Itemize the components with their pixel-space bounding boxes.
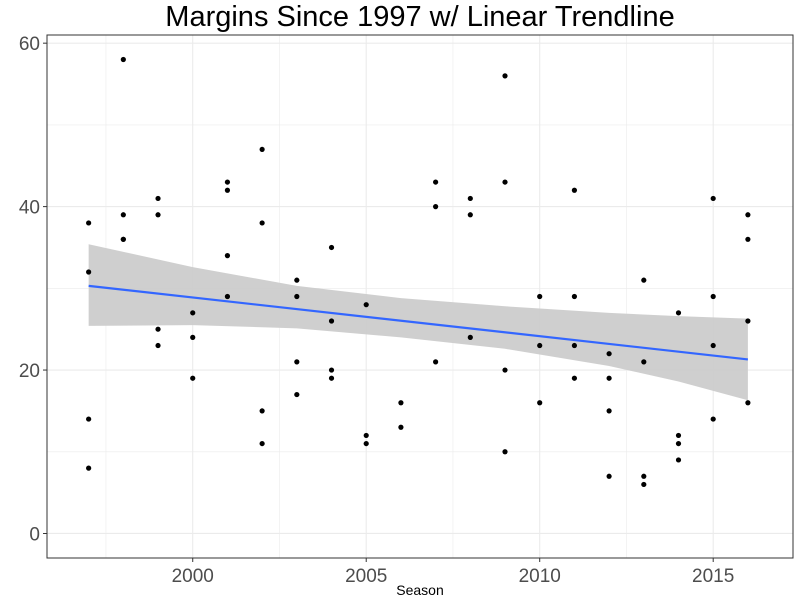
data-point <box>606 473 612 479</box>
data-point <box>259 408 265 414</box>
data-point <box>328 375 335 381</box>
data-point <box>606 408 612 414</box>
x-tick-label: 2005 <box>345 566 387 587</box>
data-points <box>86 56 751 488</box>
data-point <box>120 56 126 63</box>
x-tick-label: 2015 <box>692 566 734 587</box>
data-point <box>294 293 300 300</box>
data-point <box>571 187 578 193</box>
data-point <box>675 457 682 463</box>
y-tick-label: 60 <box>19 34 40 55</box>
data-point <box>502 73 508 79</box>
data-point <box>294 359 300 365</box>
data-point <box>606 351 612 357</box>
data-point <box>294 391 300 398</box>
data-point <box>675 432 682 439</box>
x-tick-label: 2000 <box>172 566 214 587</box>
data-point <box>571 293 578 300</box>
data-point <box>710 416 716 422</box>
data-point <box>328 244 335 251</box>
data-point <box>745 236 751 242</box>
data-point <box>224 179 231 185</box>
data-point <box>433 179 439 185</box>
data-point <box>606 375 612 381</box>
data-point <box>502 367 508 373</box>
data-point <box>190 310 196 316</box>
trendline-layer <box>88 284 749 361</box>
data-point <box>433 204 439 210</box>
data-point <box>467 195 473 202</box>
data-point <box>86 416 92 422</box>
data-point <box>224 187 231 193</box>
data-point <box>537 400 543 406</box>
data-point <box>745 212 751 218</box>
data-point <box>363 302 369 308</box>
data-point <box>224 293 231 300</box>
data-point <box>294 277 300 283</box>
plot-panel-border <box>46 34 794 559</box>
linear-trendline <box>88 284 749 361</box>
data-point <box>363 440 369 447</box>
data-point <box>641 481 647 488</box>
data-point <box>571 375 578 381</box>
data-point <box>710 195 716 202</box>
data-point <box>86 465 92 471</box>
chart-title: Margins Since 1997 w/ Linear Trendline <box>165 1 674 33</box>
data-point <box>398 424 404 430</box>
data-point <box>259 220 265 226</box>
data-point <box>467 212 473 218</box>
x-axis-title: Season <box>396 582 443 598</box>
data-point <box>190 334 196 340</box>
data-point <box>86 269 92 275</box>
data-point <box>537 342 543 349</box>
data-point <box>641 473 647 479</box>
y-axis-ticks: 0 20 40 60 <box>19 34 47 545</box>
data-point <box>710 342 716 349</box>
data-point <box>710 293 716 300</box>
y-tick-label: 0 <box>29 524 40 545</box>
data-point <box>745 318 751 324</box>
y-tick-label: 20 <box>19 361 40 382</box>
data-point <box>467 334 473 340</box>
data-point <box>328 318 335 324</box>
data-point <box>502 449 508 455</box>
data-point <box>641 359 647 365</box>
data-point <box>745 400 751 406</box>
data-point <box>155 326 161 332</box>
data-point <box>675 310 682 316</box>
data-point <box>120 236 126 242</box>
data-point <box>537 293 543 300</box>
data-point <box>571 342 578 349</box>
x-axis-ticks: 2000 2005 2010 2015 <box>172 558 734 587</box>
data-point <box>433 359 439 365</box>
data-point <box>155 342 161 349</box>
data-point <box>363 432 369 439</box>
data-point <box>259 146 265 153</box>
data-point <box>155 212 161 218</box>
data-point <box>502 179 508 185</box>
data-point <box>259 440 265 447</box>
data-point <box>328 367 335 373</box>
data-point <box>641 277 647 283</box>
data-point <box>224 253 231 259</box>
y-tick-label: 40 <box>19 198 40 219</box>
data-point <box>398 400 404 406</box>
x-tick-label: 2010 <box>519 566 561 587</box>
data-point <box>86 220 92 226</box>
data-point <box>155 195 161 202</box>
data-point <box>190 375 196 381</box>
data-point <box>675 440 682 447</box>
data-point <box>120 212 126 218</box>
